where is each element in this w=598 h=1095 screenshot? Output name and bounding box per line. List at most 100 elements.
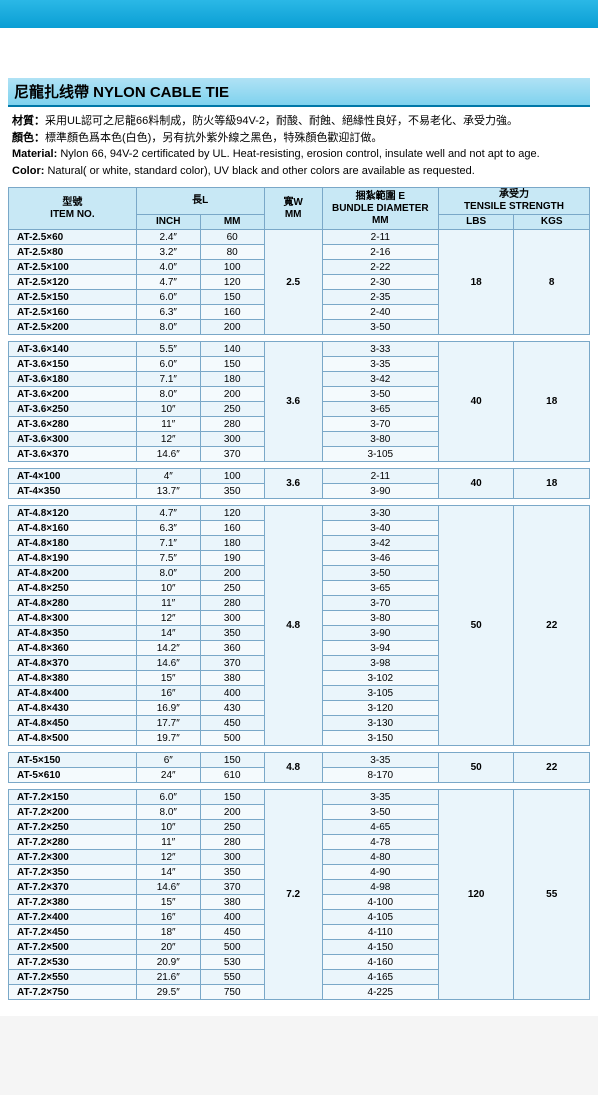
cell-inch: 18″ bbox=[136, 925, 200, 940]
cell-item: AT-3.6×370 bbox=[9, 447, 137, 462]
cell-inch: 15″ bbox=[136, 671, 200, 686]
cell-inch: 15″ bbox=[136, 895, 200, 910]
cell-mm: 150 bbox=[200, 290, 264, 305]
cell-item: AT-2.5×100 bbox=[9, 260, 137, 275]
table-row: AT-3.6×1405.5″1403.63-334018 bbox=[9, 342, 590, 357]
cell-bundle: 3-42 bbox=[322, 372, 438, 387]
cell-bundle: 3-30 bbox=[322, 506, 438, 521]
cell-bundle: 4-225 bbox=[322, 985, 438, 1000]
spec-table: AT-4.8×1204.7″1204.83-305022AT-4.8×1606.… bbox=[8, 505, 590, 746]
cell-item: AT-7.2×200 bbox=[9, 805, 137, 820]
cell-bundle: 3-50 bbox=[322, 320, 438, 335]
cell-lbs: 120 bbox=[438, 790, 514, 1000]
description-block: 材質：采用UL認可之尼龍66料制成，防火等級94V-2，耐酸、耐蝕、絕緣性良好，… bbox=[8, 107, 590, 187]
cell-inch: 5.5″ bbox=[136, 342, 200, 357]
cell-item: AT-4.8×350 bbox=[9, 626, 137, 641]
cell-item: AT-7.2×250 bbox=[9, 820, 137, 835]
cell-inch: 14.6″ bbox=[136, 656, 200, 671]
cell-mm: 180 bbox=[200, 372, 264, 387]
th-item: 型號ITEM NO. bbox=[9, 188, 137, 230]
cell-item: AT-2.5×160 bbox=[9, 305, 137, 320]
cell-item: AT-7.2×400 bbox=[9, 910, 137, 925]
cell-bundle: 3-150 bbox=[322, 731, 438, 746]
cell-item: AT-3.6×140 bbox=[9, 342, 137, 357]
th-length: 長L bbox=[136, 188, 264, 215]
cell-mm: 280 bbox=[200, 417, 264, 432]
cell-mm: 550 bbox=[200, 970, 264, 985]
cell-mm: 60 bbox=[200, 230, 264, 245]
cell-item: AT-3.6×300 bbox=[9, 432, 137, 447]
cell-bundle: 3-50 bbox=[322, 566, 438, 581]
tables-container: 型號ITEM NO.長L寬WMM捆紮範圍 EBUNDLE DIAMETERMM承… bbox=[8, 187, 590, 1000]
color-label-en: Color: bbox=[12, 165, 44, 177]
cell-bundle: 3-80 bbox=[322, 432, 438, 447]
cell-item: AT-4×100 bbox=[9, 469, 137, 484]
cell-inch: 10″ bbox=[136, 402, 200, 417]
cell-inch: 19.7″ bbox=[136, 731, 200, 746]
page-content: 尼龍扎线帶 NYLON CABLE TIE 材質：采用UL認可之尼龍66料制成，… bbox=[0, 28, 598, 1016]
cell-mm: 750 bbox=[200, 985, 264, 1000]
cell-lbs: 50 bbox=[438, 506, 514, 746]
cell-bundle: 4-150 bbox=[322, 940, 438, 955]
cell-bundle: 4-100 bbox=[322, 895, 438, 910]
table-row: AT-7.2×1506.0″1507.23-3512055 bbox=[9, 790, 590, 805]
cell-item: AT-4.8×160 bbox=[9, 521, 137, 536]
cell-bundle: 4-65 bbox=[322, 820, 438, 835]
cell-bundle: 4-78 bbox=[322, 835, 438, 850]
cell-inch: 11″ bbox=[136, 596, 200, 611]
cell-bundle: 3-105 bbox=[322, 686, 438, 701]
top-bar bbox=[0, 0, 598, 28]
title-bar: 尼龍扎线帶 NYLON CABLE TIE bbox=[8, 78, 590, 107]
cell-item: AT-4.8×400 bbox=[9, 686, 137, 701]
spec-table: 型號ITEM NO.長L寬WMM捆紮範圍 EBUNDLE DIAMETERMM承… bbox=[8, 187, 590, 335]
cell-item: AT-4.8×120 bbox=[9, 506, 137, 521]
cell-inch: 29.5″ bbox=[136, 985, 200, 1000]
cell-bundle: 3-70 bbox=[322, 417, 438, 432]
cell-item: AT-4.8×250 bbox=[9, 581, 137, 596]
table-group: AT-5×1506″1504.83-355022AT-5×61024″6108-… bbox=[8, 752, 590, 783]
cell-lbs: 50 bbox=[438, 753, 514, 783]
cell-bundle: 3-65 bbox=[322, 581, 438, 596]
cell-mm: 380 bbox=[200, 671, 264, 686]
cell-item: AT-7.2×450 bbox=[9, 925, 137, 940]
material-text-en: Nylon 66, 94V-2 certificated by UL. Heat… bbox=[60, 148, 539, 160]
cell-inch: 10″ bbox=[136, 581, 200, 596]
cell-mm: 190 bbox=[200, 551, 264, 566]
cell-inch: 12″ bbox=[136, 432, 200, 447]
spec-table: AT-7.2×1506.0″1507.23-3512055AT-7.2×2008… bbox=[8, 789, 590, 1000]
cell-inch: 24″ bbox=[136, 768, 200, 783]
table-group: 型號ITEM NO.長L寬WMM捆紮範圍 EBUNDLE DIAMETERMM承… bbox=[8, 187, 590, 335]
th-inch: INCH bbox=[136, 215, 200, 230]
cell-mm: 120 bbox=[200, 275, 264, 290]
cell-kgs: 8 bbox=[514, 230, 590, 335]
cell-inch: 7.1″ bbox=[136, 372, 200, 387]
cell-bundle: 2-11 bbox=[322, 230, 438, 245]
cell-mm: 120 bbox=[200, 506, 264, 521]
cell-mm: 80 bbox=[200, 245, 264, 260]
cell-bundle: 3-35 bbox=[322, 790, 438, 805]
cell-mm: 400 bbox=[200, 910, 264, 925]
cell-item: AT-4.8×180 bbox=[9, 536, 137, 551]
cell-item: AT-4.8×370 bbox=[9, 656, 137, 671]
cell-mm: 160 bbox=[200, 521, 264, 536]
cell-mm: 380 bbox=[200, 895, 264, 910]
cell-inch: 16″ bbox=[136, 910, 200, 925]
cell-bundle: 4-110 bbox=[322, 925, 438, 940]
cell-bundle: 3-50 bbox=[322, 805, 438, 820]
cell-inch: 16″ bbox=[136, 686, 200, 701]
cell-mm: 150 bbox=[200, 753, 264, 768]
cell-bundle: 4-160 bbox=[322, 955, 438, 970]
cell-item: AT-7.2×150 bbox=[9, 790, 137, 805]
cell-mm: 300 bbox=[200, 850, 264, 865]
cell-item: AT-3.6×200 bbox=[9, 387, 137, 402]
cell-mm: 350 bbox=[200, 865, 264, 880]
cell-bundle: 2-30 bbox=[322, 275, 438, 290]
cell-kgs: 22 bbox=[514, 506, 590, 746]
th-width: 寬WMM bbox=[264, 188, 322, 230]
cell-item: AT-2.5×120 bbox=[9, 275, 137, 290]
cell-bundle: 3-80 bbox=[322, 611, 438, 626]
cell-item: AT-2.5×80 bbox=[9, 245, 137, 260]
cell-bundle: 3-46 bbox=[322, 551, 438, 566]
cell-bundle: 4-98 bbox=[322, 880, 438, 895]
spec-table: AT-5×1506″1504.83-355022AT-5×61024″6108-… bbox=[8, 752, 590, 783]
